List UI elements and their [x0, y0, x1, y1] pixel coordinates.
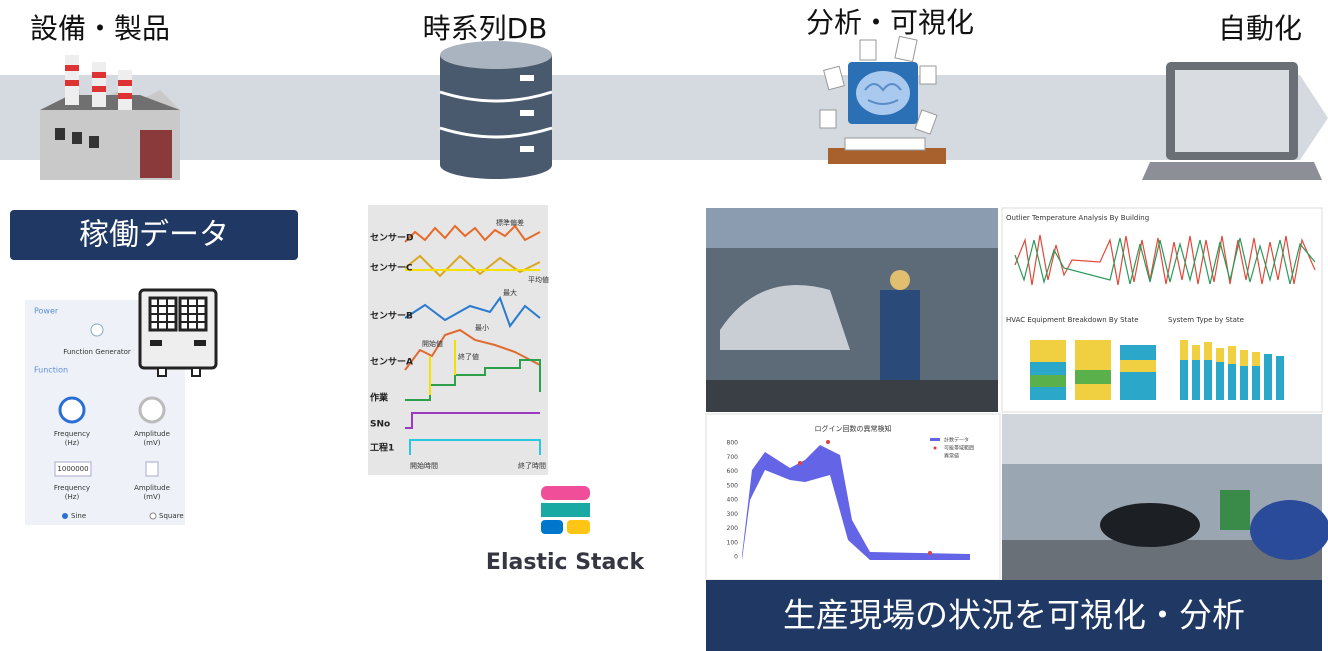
row-label: 工程1 [370, 442, 394, 454]
annotation: 終了値 [458, 352, 479, 361]
panel-title: HVAC Equipment Breakdown By State [1006, 316, 1139, 324]
panel-title: System Type by State [1168, 316, 1244, 324]
annotation: 開始時間 [410, 461, 438, 470]
panel-text: Amplitude [134, 484, 170, 492]
y-tick-label: 400 [727, 497, 739, 504]
row-label: 作業 [370, 392, 389, 404]
legend-label: 異常値 [944, 453, 959, 460]
annotation: 標準偏差 [496, 218, 524, 227]
panel-text: Function Generator [63, 348, 131, 356]
section-label: 稼働データ [79, 218, 229, 253]
chart-title: ログイン回数の異常検知 [815, 424, 892, 433]
y-tick-label: 700 [727, 454, 739, 461]
factory-icon [40, 55, 180, 180]
laptop-icon [1142, 62, 1322, 180]
panel-text: Amplitude [134, 430, 170, 438]
y-tick-label: 200 [727, 525, 739, 532]
flow-arrow [0, 75, 1328, 160]
panel-text: (Hz) [65, 439, 80, 447]
panel-title: Outlier Temperature Analysis By Building [1006, 214, 1149, 222]
annotation: 終了時間 [518, 461, 546, 470]
row-label: センサーB [370, 311, 413, 322]
database-icon [440, 41, 552, 179]
panel-text: (mV) [143, 493, 160, 501]
section-label: 生産現場の状況を可視化・分析 [783, 596, 1245, 635]
y-tick-label: 500 [727, 482, 739, 489]
panel-text: Sine [71, 512, 86, 520]
legend-label: 可能帯域範囲 [944, 445, 974, 452]
stage-label: 時系列DB [423, 12, 548, 45]
row-label: センサーD [370, 233, 413, 244]
stage-label: 自動化 [1218, 12, 1302, 45]
y-tick-label: 800 [727, 440, 739, 447]
annotation: 最大 [503, 288, 517, 297]
elastic-logo [541, 486, 590, 534]
annotation: 最小 [475, 323, 489, 332]
row-label: センサーA [370, 357, 413, 368]
panel-text: (mV) [143, 439, 160, 447]
row-label: センサーC [370, 263, 413, 274]
sensor-chart [368, 205, 548, 475]
panel-text: (Hz) [65, 493, 80, 501]
logo-text: Elastic Stack [486, 550, 646, 575]
row-label: SNo [370, 420, 390, 430]
y-tick-label: 100 [727, 539, 739, 546]
y-tick-label: 300 [727, 511, 739, 518]
stage-label: 設備・製品 [30, 12, 170, 45]
legend-label: 計数データ [944, 437, 969, 444]
y-tick-label: 0 [734, 554, 738, 561]
panel-text: 1000000 [57, 465, 88, 473]
panel-text: Function [34, 366, 68, 375]
annotation: 平均値 [528, 275, 549, 284]
stage-label: 分析・可視化 [806, 6, 974, 39]
panel-text: Square [159, 512, 184, 520]
dashboard: Outlier Temperature Analysis By Building… [1002, 208, 1322, 412]
factory-photo [706, 208, 998, 412]
panel-text: Frequency [54, 484, 90, 492]
machine-icon [140, 290, 216, 376]
panel-text: Frequency [54, 430, 90, 438]
factory-photo [1002, 414, 1328, 580]
y-tick-label: 600 [727, 468, 739, 475]
diagram: 設備・製品 時系列DB 分析・可視化 自動化 [0, 0, 1328, 651]
annotation: 開始値 [422, 339, 443, 348]
panel-text: Power [34, 307, 59, 316]
